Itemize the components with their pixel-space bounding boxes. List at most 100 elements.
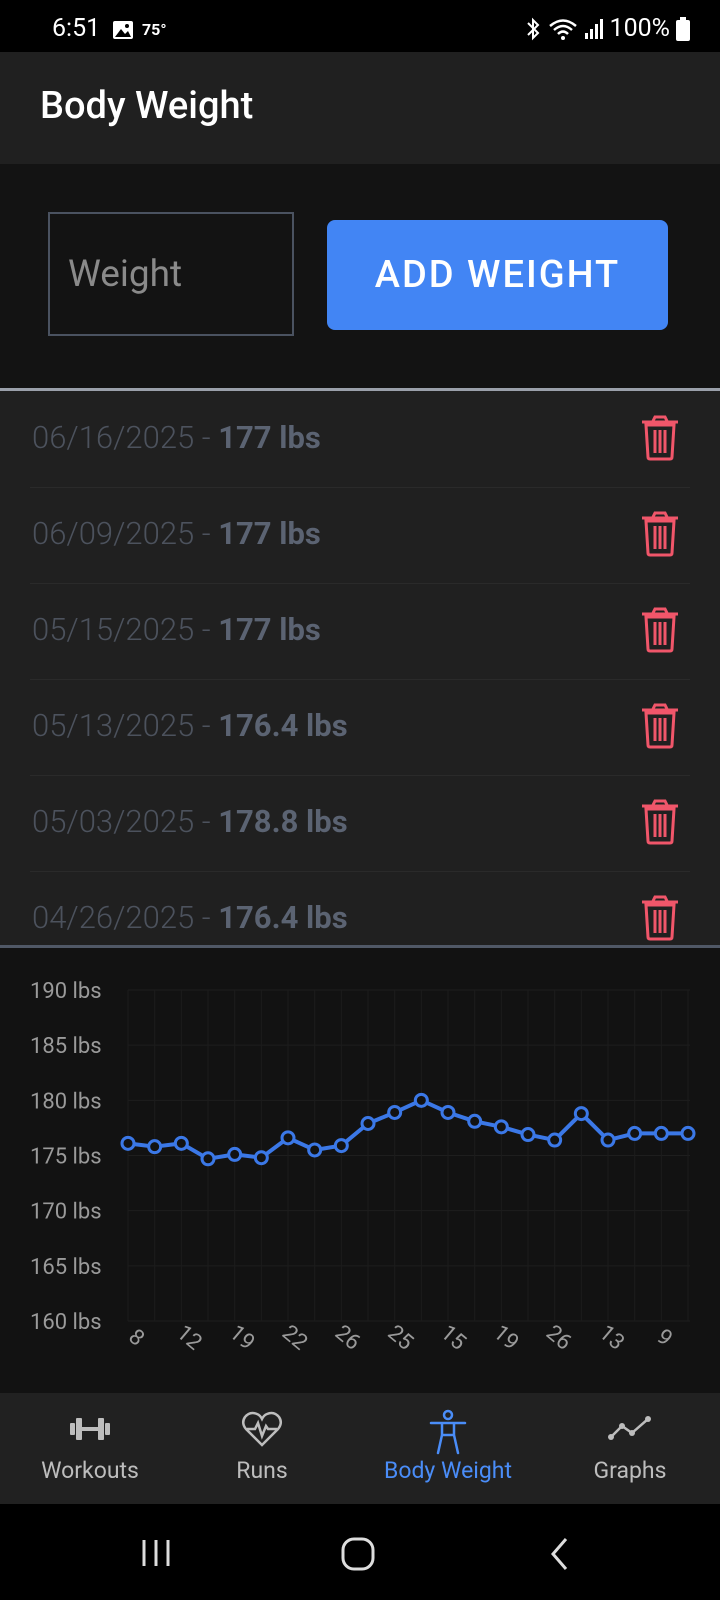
entry-text: 05/13/2025 - 176.4 lbs [32, 707, 348, 744]
nav-label: Runs [236, 1457, 288, 1484]
entry-text: 06/09/2025 - 177 lbs [32, 515, 321, 552]
data-point [493, 1119, 509, 1135]
entry-separator: - [194, 803, 219, 840]
image-notification-icon [113, 21, 133, 39]
divider [0, 945, 720, 948]
battery-icon [676, 16, 690, 41]
entry-separator: - [194, 611, 219, 648]
entry-text: 05/03/2025 - 178.8 lbs [32, 803, 348, 840]
data-point [120, 1135, 136, 1151]
nav-item-body-weight[interactable]: Body Weight [358, 1393, 538, 1504]
data-point [413, 1092, 429, 1108]
weight-entry-panel: ADD WEIGHT [0, 164, 720, 388]
series-line [127, 1098, 688, 1161]
list-item: 04/26/2025 - 176.4 lbs [30, 871, 690, 945]
trash-icon[interactable] [640, 703, 680, 749]
data-point [227, 1146, 243, 1162]
trash-icon[interactable] [640, 607, 680, 653]
weight-chart-svg: 190 lbs 185 lbs 180 lbs 175 lbs 170 lbs 165 l… [30, 979, 696, 1356]
data-point [520, 1127, 536, 1143]
entry-date: 05/03/2025 [32, 803, 195, 840]
data-point [467, 1113, 483, 1129]
data-point [200, 1151, 216, 1167]
trash-icon[interactable] [640, 415, 680, 461]
entry-separator: - [194, 419, 219, 456]
x-tick-label: 22 [277, 1320, 312, 1355]
signal-icon [584, 18, 603, 39]
entry-text: 04/26/2025 - 176.4 lbs [32, 899, 348, 936]
entry-date: 05/15/2025 [32, 611, 195, 648]
entry-weight: 177 lbs [218, 611, 321, 648]
y-tick-label: 180 lbs [30, 1089, 102, 1114]
data-point [280, 1130, 296, 1146]
y-tick-label: 175 lbs [30, 1145, 102, 1170]
data-point [333, 1138, 349, 1154]
data-point [680, 1125, 696, 1141]
weight-list[interactable]: 06/16/2025 - 177 lbs 06/09/2025 - 177 lb… [0, 391, 720, 945]
data-point [627, 1125, 643, 1141]
y-tick-label: 170 lbs [30, 1200, 102, 1225]
data-point [253, 1150, 269, 1166]
battery-percent: 100% [609, 14, 670, 43]
entry-weight: 176.4 lbs [218, 707, 348, 744]
x-tick-label: 12 [171, 1320, 206, 1355]
data-point [600, 1132, 616, 1148]
y-tick-label: 190 lbs [30, 979, 102, 1004]
data-point [360, 1116, 376, 1132]
entry-date: 05/13/2025 [32, 707, 195, 744]
entry-weight: 177 lbs [218, 419, 321, 456]
y-tick-label: 165 lbs [30, 1255, 102, 1280]
add-weight-button[interactable]: ADD WEIGHT [327, 220, 668, 330]
data-point [173, 1135, 189, 1151]
x-tick-label: 9 [651, 1324, 677, 1351]
nav-item-graphs[interactable]: Graphs [540, 1393, 720, 1504]
entry-date: 04/26/2025 [32, 899, 195, 936]
recents-icon[interactable] [138, 1538, 174, 1568]
entry-text: 05/15/2025 - 177 lbs [32, 611, 321, 648]
data-point [440, 1104, 456, 1120]
status-temperature: 75° [142, 20, 167, 39]
dumbbell-icon [70, 1418, 110, 1440]
home-icon[interactable] [340, 1536, 376, 1572]
entry-weight: 178.8 lbs [218, 803, 348, 840]
back-icon[interactable] [548, 1536, 572, 1572]
nav-item-workouts[interactable]: Workouts [0, 1393, 180, 1504]
nav-item-runs[interactable]: Runs [172, 1393, 352, 1504]
trash-icon[interactable] [640, 895, 680, 941]
heart-pulse-icon [242, 1411, 282, 1447]
x-tick-label: 25 [383, 1320, 418, 1355]
entry-date: 06/16/2025 [32, 419, 195, 456]
nav-label: Graphs [593, 1457, 667, 1484]
wifi-icon [548, 18, 577, 40]
nav-label: Workouts [41, 1457, 139, 1484]
bottom-nav: Workouts Runs Body Weight Graphs [0, 1393, 720, 1504]
list-item: 05/03/2025 - 178.8 lbs [30, 775, 690, 872]
divider [0, 388, 720, 391]
entry-text: 06/16/2025 - 177 lbs [32, 419, 321, 456]
y-tick-label: 185 lbs [30, 1034, 102, 1059]
data-point [307, 1142, 323, 1158]
x-tick-label: 26 [541, 1320, 576, 1355]
data-point [653, 1125, 669, 1141]
x-tick-label: 19 [224, 1320, 259, 1355]
app-bar: Body Weight [0, 52, 720, 164]
trash-icon[interactable] [640, 511, 680, 557]
y-tick-label: 160 lbs [30, 1310, 102, 1335]
list-item: 05/13/2025 - 176.4 lbs [30, 679, 690, 776]
x-tick-label: 15 [435, 1320, 470, 1355]
weight-input[interactable] [48, 212, 294, 336]
page-title: Body Weight [40, 84, 254, 128]
graph-icon [608, 1416, 651, 1440]
x-tick-label: 8 [123, 1324, 149, 1351]
status-bar: 6:51 75° 100% [0, 0, 720, 52]
entry-separator: - [194, 707, 219, 744]
status-time: 6:51 [52, 14, 101, 43]
weight-chart: 190 lbs 185 lbs 180 lbs 175 lbs 170 lbs 165 l… [0, 948, 720, 1393]
system-nav-bar [0, 1504, 720, 1600]
x-tick-label: 19 [488, 1320, 523, 1355]
status-right-icons: 100% [524, 14, 690, 43]
bluetooth-icon [526, 17, 539, 40]
entry-date: 06/09/2025 [32, 515, 195, 552]
trash-icon[interactable] [640, 799, 680, 845]
list-item: 06/09/2025 - 177 lbs [30, 487, 690, 584]
